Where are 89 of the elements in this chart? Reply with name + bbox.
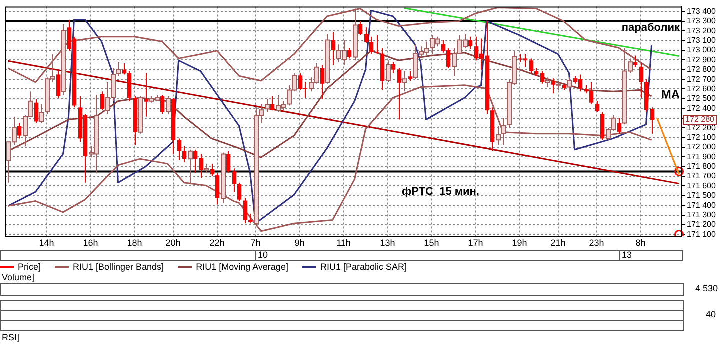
y-tick-label: 173 200	[687, 26, 716, 36]
candlestick	[408, 70, 412, 82]
candlestick	[56, 70, 60, 98]
candlestick	[232, 168, 236, 193]
candlestick	[650, 107, 654, 134]
y-tick-label: 172 400	[687, 104, 716, 113]
y-tick-label: 173 000	[687, 46, 716, 55]
candlestick	[18, 122, 22, 140]
candlestick	[634, 55, 638, 68]
y-tick-label: 172 000	[687, 142, 716, 152]
candlestick	[618, 118, 622, 134]
candlestick	[358, 20, 362, 36]
y-tick-label: 173 100	[687, 36, 716, 45]
candlestick	[238, 182, 242, 202]
y-tick-label: 171 500	[687, 191, 716, 200]
annotation: параболик	[622, 22, 680, 34]
y-tick-label: 171 400	[687, 200, 716, 210]
annotation: фРТС 15 мин.	[402, 186, 480, 198]
candlestick	[376, 34, 380, 55]
x-tick-label: 8h	[636, 238, 646, 248]
x-tick-label: 19h	[512, 238, 528, 248]
text: RSI]	[2, 332, 20, 342]
x-tick-label: 22h	[210, 238, 225, 248]
candlestick	[552, 78, 556, 94]
candlestick	[178, 138, 182, 162]
y-tick-label: 173 300	[687, 16, 716, 26]
candlestick	[640, 63, 644, 98]
candlestick	[100, 91, 104, 112]
candlestick	[370, 36, 374, 55]
candlestick	[144, 72, 148, 118]
candlestick	[392, 62, 396, 74]
x-tick-label: 14h	[39, 238, 54, 248]
y-tick-label: 171 800	[687, 162, 716, 172]
candlestick	[200, 154, 204, 178]
candlestick	[216, 172, 220, 206]
candlestick	[540, 70, 544, 84]
text: 4 530	[695, 283, 718, 294]
legend-label: Price]	[18, 262, 42, 272]
candlestick	[244, 198, 248, 224]
y-tick-label: 172 600	[687, 84, 716, 94]
y-tick-label: 173 400	[687, 6, 716, 16]
y-tick-label: 171 600	[687, 181, 716, 190]
candlestick	[226, 150, 230, 174]
x-tick-label: 16h	[83, 238, 98, 248]
y-tick-label: 172 500	[687, 94, 716, 104]
x-tick-label: 7h	[250, 238, 261, 248]
x-tick-label: 17h	[468, 238, 484, 248]
y-tick-label: 171 300	[687, 210, 716, 220]
x-tick-label: 21h	[550, 238, 566, 248]
y-tick-label: 171 100	[687, 230, 716, 239]
candlestick	[398, 68, 402, 120]
text: Volume]	[2, 272, 35, 282]
text: 172 280	[686, 115, 716, 124]
y-tick-label: 172 900	[687, 55, 716, 64]
legend-label: RIU1 [Bollinger Bands]	[73, 262, 164, 272]
x-tick-label: 18h	[127, 238, 142, 248]
annotation: MA	[661, 87, 680, 102]
x-tick-label: 9h	[294, 238, 305, 248]
candlestick	[468, 36, 472, 50]
candlestick	[194, 149, 198, 174]
y-tick-label: 171 700	[687, 172, 716, 181]
y-tick-label: 171 900	[687, 152, 716, 162]
candlestick	[160, 94, 164, 114]
candlestick	[530, 58, 534, 74]
x-tick-label: 23h	[589, 238, 604, 248]
candlestick	[210, 163, 214, 178]
candlestick	[596, 100, 600, 113]
candlestick	[270, 96, 274, 112]
text: 40	[706, 309, 716, 320]
x-tick-label: 11h	[336, 238, 351, 248]
x-tick-label: 13h	[380, 238, 396, 248]
candlestick	[364, 27, 368, 44]
candlestick	[248, 213, 252, 224]
text: 13	[622, 250, 632, 260]
candlestick	[348, 48, 352, 60]
legend-label: RIU1 [Parabolic SAR]	[320, 262, 407, 272]
candlestick	[34, 98, 38, 124]
y-tick-label: 171 200	[687, 220, 716, 230]
candlestick	[332, 32, 336, 66]
candlestick	[182, 146, 186, 163]
y-tick-label: 172 700	[687, 74, 716, 84]
legend-label: RIU1 [Moving Average]	[196, 262, 288, 272]
text: 10	[258, 250, 268, 260]
x-tick-label: 15h	[424, 238, 440, 248]
candlestick	[320, 64, 324, 100]
y-tick-label: 172 100	[687, 132, 716, 142]
x-tick-label: 20h	[166, 238, 181, 248]
y-tick-label: 172 800	[687, 65, 716, 74]
y-tick-label: 172 200	[687, 123, 716, 132]
